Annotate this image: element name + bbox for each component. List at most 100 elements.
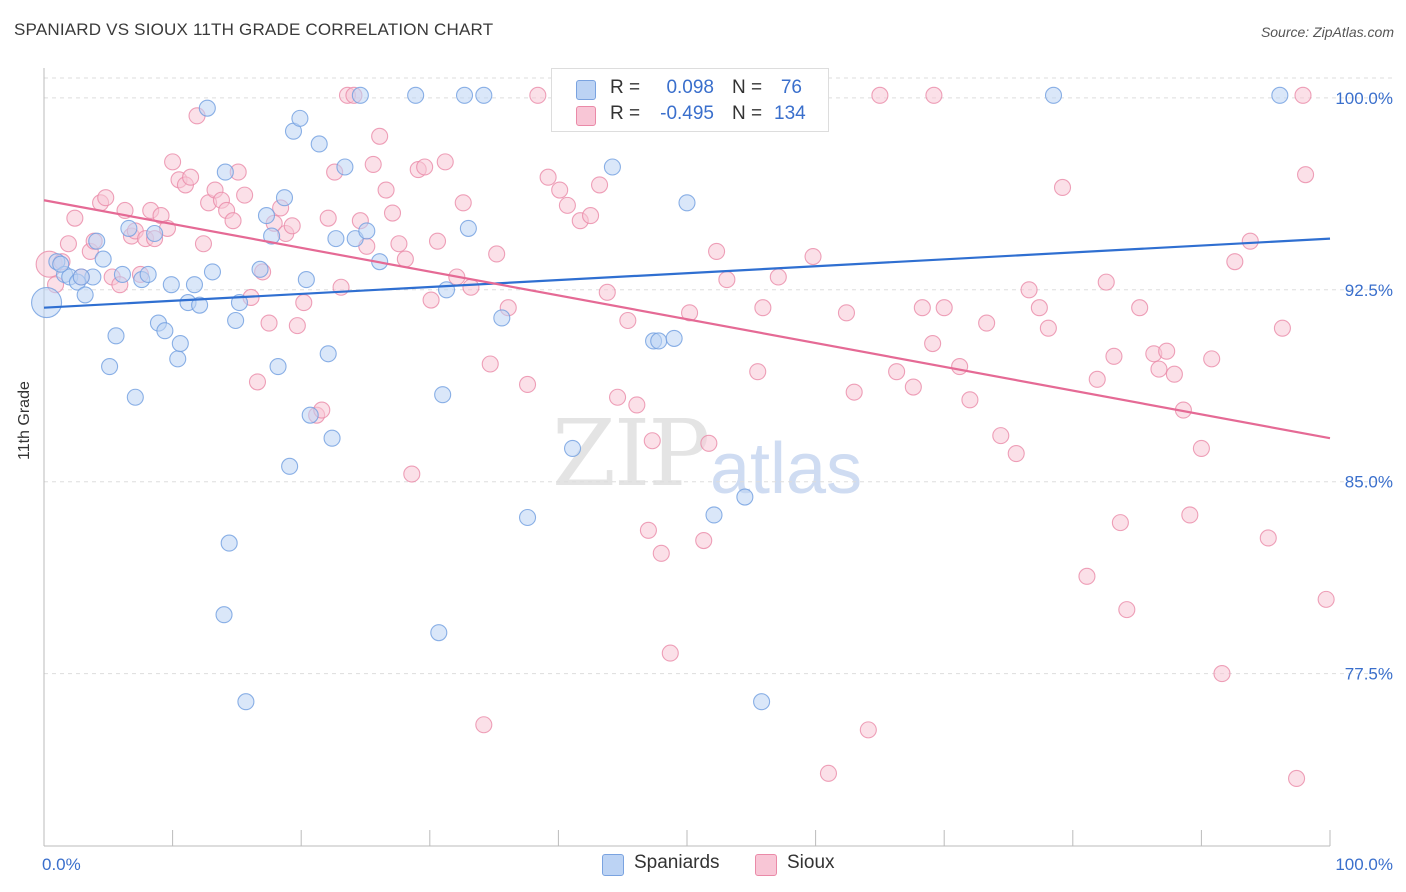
sioux-trend-line (43, 199, 1331, 440)
sioux-point (1203, 350, 1221, 368)
sioux-legend-swatch (755, 854, 777, 876)
spaniards-point (227, 311, 245, 330)
sioux-point (288, 317, 306, 335)
sioux-point (1158, 342, 1176, 360)
sioux-point (1288, 769, 1306, 788)
sioux-point (248, 373, 267, 391)
sioux-point (66, 209, 84, 227)
spaniards-point (185, 276, 204, 294)
sioux-point (1294, 86, 1312, 104)
spaniards-point (156, 322, 174, 340)
sioux-point (454, 194, 472, 212)
sioux-point (888, 363, 906, 381)
correlation-legend: R = 0.098 N = 76 R = -0.495 N = 134 (551, 68, 829, 132)
sioux-point (283, 217, 301, 235)
spaniards-point (434, 386, 452, 404)
sioux-point (390, 235, 408, 253)
spaniards-point (603, 158, 621, 176)
sioux-point (403, 465, 421, 483)
spaniards-point (351, 86, 369, 104)
spaniards-point (336, 158, 354, 176)
sioux-point (598, 283, 616, 301)
spaniards-point (191, 296, 209, 314)
sioux-point (1317, 590, 1335, 608)
spaniards-point (297, 271, 315, 289)
spaniards-point (220, 534, 238, 552)
sioux-point (518, 375, 537, 394)
spaniards-point (101, 358, 119, 376)
n-label: N = (732, 103, 763, 124)
sioux-point (1078, 567, 1096, 585)
y-tick-label: 85.0% (1345, 473, 1393, 492)
sioux-point (383, 204, 402, 222)
spaniards-point (203, 263, 222, 281)
r-value: 0.098 (666, 77, 714, 98)
sioux-point (1105, 347, 1123, 365)
spaniards-trend-line (43, 237, 1331, 309)
sioux-point (681, 304, 699, 322)
spaniards-point (736, 488, 754, 506)
sioux-point (319, 209, 337, 227)
spaniards-legend-label: Spaniards (634, 852, 720, 873)
sioux-point (194, 235, 213, 253)
sioux-point (371, 127, 389, 145)
spaniards-point (518, 508, 537, 527)
sioux-point (1213, 665, 1231, 683)
sioux-point (935, 299, 953, 317)
legend-row-spaniards: R = 0.098 N = 76 (552, 75, 828, 101)
sioux-point (1020, 281, 1038, 299)
spaniards-point (705, 506, 723, 524)
spaniards-point (437, 281, 456, 299)
sioux-point (224, 212, 242, 230)
n-value: 134 (774, 103, 806, 124)
sioux-point (904, 378, 922, 396)
sioux-point (951, 358, 969, 376)
spaniards-point (753, 693, 771, 711)
spaniards-point (1271, 86, 1289, 104)
sioux-point (609, 388, 627, 406)
sioux-point (591, 176, 609, 194)
spaniards-point (31, 287, 63, 319)
spaniards-point (94, 250, 112, 268)
spaniards-point (1044, 86, 1063, 104)
sioux-point (1241, 232, 1259, 250)
sioux-point (488, 245, 506, 263)
spaniards-point (358, 222, 376, 240)
sioux-point (639, 521, 657, 539)
sioux-point (718, 271, 736, 289)
spaniards-point (323, 429, 341, 447)
sioux-point (295, 294, 313, 312)
sioux-point (619, 311, 637, 330)
spaniards-point (237, 693, 255, 711)
r-label: R = (610, 103, 641, 124)
spaniards-point (430, 624, 448, 642)
sioux-point (1039, 319, 1057, 337)
spaniards-point (230, 294, 249, 312)
sioux-point (1131, 299, 1149, 317)
sioux-point (1118, 601, 1136, 619)
sioux-point (978, 314, 996, 332)
sioux-point (925, 86, 943, 104)
spaniards-point (171, 334, 189, 353)
sioux-point (804, 247, 822, 266)
sioux-point (422, 291, 440, 309)
sioux-point (992, 427, 1010, 445)
sioux-point (436, 153, 454, 171)
sioux-point (1097, 273, 1115, 291)
spaniards-point (455, 86, 474, 104)
sioux-legend-label: Sioux (787, 852, 835, 873)
sioux-point (182, 168, 200, 186)
sioux-point (481, 355, 499, 373)
spaniards-point (327, 230, 345, 248)
sioux-point (643, 432, 661, 450)
sioux-point (97, 189, 115, 207)
sioux-point (1007, 444, 1025, 463)
sioux-point (845, 383, 863, 401)
sioux-point (913, 299, 931, 317)
spaniards-swatch (576, 80, 596, 100)
spaniards-point (407, 86, 425, 104)
sioux-point (1165, 365, 1183, 383)
x-tick-label-min: 0.0% (42, 855, 81, 874)
sioux-point (837, 304, 856, 322)
